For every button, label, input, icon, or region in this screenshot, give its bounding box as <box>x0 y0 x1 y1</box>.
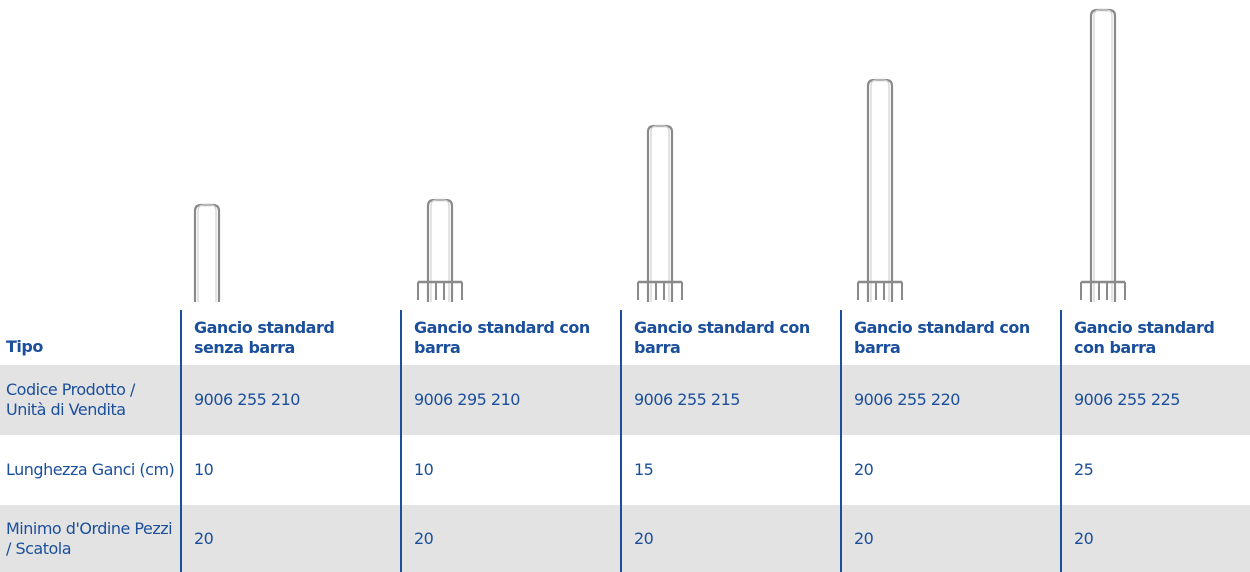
table-cell: Lunghezza Ganci (cm) <box>6 460 175 479</box>
column-separator <box>180 310 182 572</box>
hook-wire <box>650 125 670 302</box>
table-cell: 25 <box>1074 460 1094 479</box>
header-cell: Tipo <box>6 337 43 356</box>
header-cell: Gancio standard con barra <box>1074 317 1215 357</box>
row-band <box>0 365 1250 435</box>
table-cell: 9006 295 210 <box>414 390 520 409</box>
column-separator <box>620 310 622 572</box>
header-cell: Gancio standard con barra <box>414 317 590 357</box>
hook-wire <box>1093 9 1113 302</box>
table-cell: 9006 255 210 <box>194 390 300 409</box>
header-cell: Gancio standard con barra <box>634 317 810 357</box>
table-cell: 20 <box>194 528 214 548</box>
hook-images <box>193 8 1126 302</box>
table-cell: 20 <box>854 528 874 548</box>
hook-wire <box>870 79 890 302</box>
hook-wire <box>430 199 450 302</box>
table-cell: 9006 255 215 <box>634 390 740 409</box>
header-cell: Gancio standard senza barra <box>194 317 335 357</box>
table-cell: 9006 255 225 <box>1074 390 1180 409</box>
table-cell: Minimo d'Ordine Pezzi / Scatola <box>6 518 173 558</box>
table-cell: 10 <box>414 460 434 479</box>
row-band <box>0 505 1250 572</box>
table-cell: 20 <box>1074 528 1094 548</box>
table-cell: 20 <box>414 528 434 548</box>
hook-wire <box>197 204 217 302</box>
table-cell: 15 <box>634 460 654 479</box>
table-cell: 20 <box>854 460 874 479</box>
table-cell: 20 <box>634 528 654 548</box>
header-cell: Gancio standard con barra <box>854 317 1030 357</box>
table-cell: 10 <box>194 460 214 479</box>
column-separator <box>840 310 842 572</box>
column-separator <box>1060 310 1062 572</box>
table-cell: 9006 255 220 <box>854 390 960 409</box>
table-cell: Codice Prodotto / Unità di Vendita <box>6 380 135 419</box>
column-separator <box>400 310 402 572</box>
